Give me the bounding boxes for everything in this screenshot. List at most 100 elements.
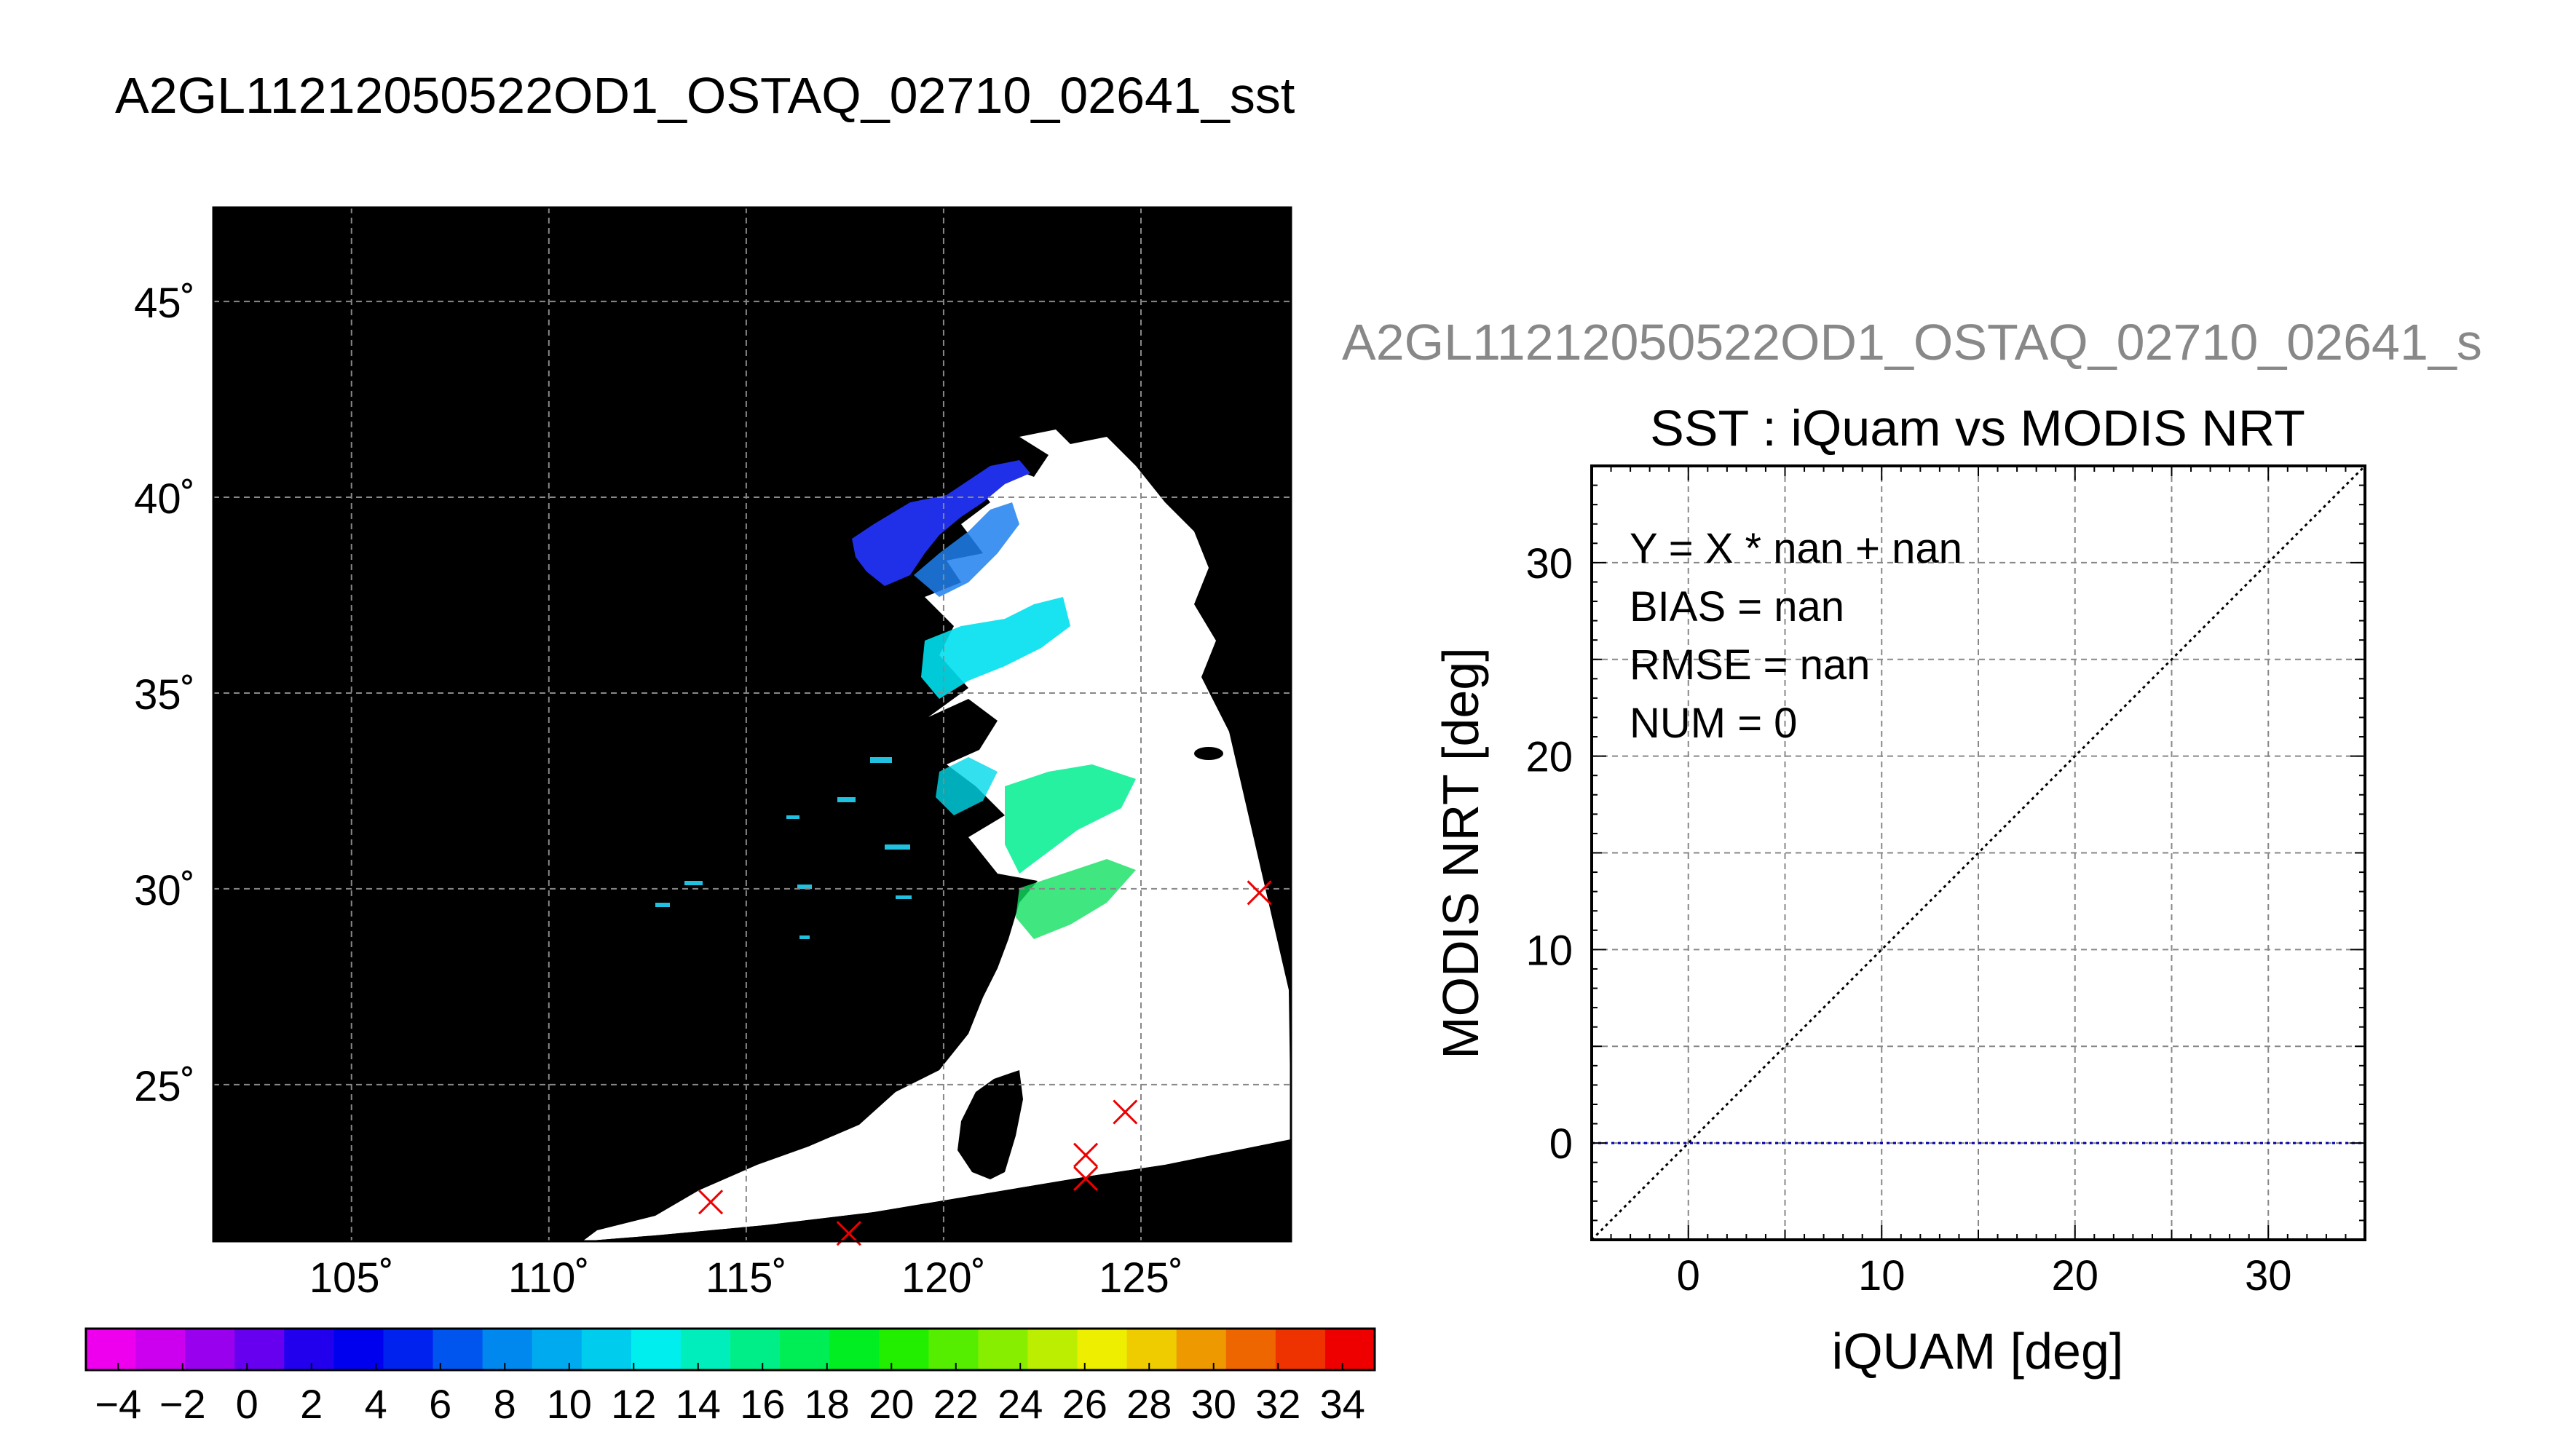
colorbar-label: 14 [676,1381,721,1427]
map-lat-labels: 45˚ 40˚ 35˚ 30˚ 25˚ [134,280,195,1110]
colorbar-cell [581,1329,632,1370]
map-lon-label: 120˚ [901,1254,986,1302]
map-gridlines [213,207,1291,1241]
scatter-annotation: BIAS = nan [1630,583,1844,630]
colorbar-label: 30 [1191,1381,1236,1427]
colorbar-label: 20 [869,1381,914,1427]
colorbar-cell [780,1329,830,1370]
scatter-annotations: Y = X * nan + nan BIAS = nan RMSE = nan NUM… [1630,525,1962,747]
scatter-xlabel: iQUAM [deg] [1832,1323,2124,1380]
map-lon-label: 110˚ [508,1254,590,1302]
scatter-ytick-label: 10 [1525,927,1573,974]
map-lat-label: 35˚ [134,671,195,719]
colorbar-cell [284,1329,334,1370]
jeju-island [1194,747,1223,760]
scatter-ylabel: MODIS NRT [deg] [1432,647,1489,1059]
map-lat-label: 25˚ [134,1063,195,1110]
colorbar-cell [86,1329,136,1370]
map-lat-label: 40˚ [134,475,195,523]
match-marker [1073,1142,1099,1168]
sst-bohai [852,460,1030,586]
colorbar-label: 26 [1062,1381,1107,1427]
map-lon-labels: 105˚ 110˚ 115˚ 120˚ 125˚ [309,1254,1183,1302]
colorbar-cell [383,1329,434,1370]
colorbar-cell [482,1329,533,1370]
scatter-ytick-label: 0 [1549,1120,1573,1168]
colorbar-cell [680,1329,731,1370]
sst-east-china-sea [1005,764,1136,874]
page-title: A2GL11212050522OD1_OSTAQ_02710_02641_sst [115,67,1295,124]
colorbar-label: −4 [95,1381,141,1427]
match-marker [1073,1166,1099,1192]
colorbar-cell [234,1329,285,1370]
sst-map: 45˚ 40˚ 35˚ 30˚ 25˚ 105˚ 110˚ 115˚ 120˚ 125˚ [134,206,1292,1302]
colorbar-label: 4 [365,1381,387,1427]
colorbar-label: 32 [1255,1381,1300,1427]
one-to-one-line [1592,466,2365,1240]
scatter-y-tick-labels: 0 10 20 30 [1525,540,1573,1168]
map-lon-label: 105˚ [309,1254,394,1302]
map-lat-label: 45˚ [134,280,195,327]
colorbar-cell [1077,1329,1128,1370]
scatter-xtick-label: 0 [1677,1252,1700,1299]
scatter-title: SST : iQuam vs MODIS NRT [1650,400,2305,456]
sst-coastal-cyan [936,757,998,815]
colorbar-cell [185,1329,235,1370]
scatter-annotation: Y = X * nan + nan [1630,525,1962,572]
map-lat-label: 30˚ [134,867,195,914]
colorbar-cell [135,1329,186,1370]
colorbar-label: 0 [236,1381,258,1427]
map-lon-label: 115˚ [706,1254,787,1302]
colorbar-cell [1225,1329,1276,1370]
scatter-annotation: RMSE = nan [1630,641,1870,689]
colorbar-label: 2 [300,1381,323,1427]
colorbar-labels: −4 −2 0 2 4 6 8 10 12 14 16 18 20 22 24 26 28 30 32 34 [95,1363,1365,1427]
colorbar-label: −2 [159,1381,206,1427]
colorbar-label: 12 [611,1381,656,1427]
colorbar: −4 −2 0 2 4 6 8 10 12 14 16 18 20 22 24 26 28 30 32 34 [84,1327,1376,1427]
scatter-xtick-label: 20 [2051,1252,2098,1299]
colorbar-cell [532,1329,583,1370]
scatter-xtick-label: 30 [2245,1252,2292,1299]
sst-yellow-sea-cyan [921,597,1070,699]
scatter-subtitle: A2GL11212050522OD1_OSTAQ_02710_02641_s [1342,314,2482,371]
colorbar-cell [1126,1329,1177,1370]
scatter-ytick-label: 30 [1525,540,1573,587]
sea-swath [583,430,1291,1241]
colorbar-label: 6 [429,1381,451,1427]
colorbar-cell [928,1329,979,1370]
colorbar-label: 18 [805,1381,850,1427]
colorbar-label: 34 [1320,1381,1365,1427]
colorbar-cells [86,1329,1375,1370]
colorbar-label: 16 [740,1381,785,1427]
match-marker [1247,880,1272,906]
colorbar-cell [1027,1329,1078,1370]
sst-coastal-green [1016,859,1136,939]
scatter-annotation: NUM = 0 [1630,700,1797,747]
match-marker [698,1190,724,1215]
sst-yellow-sea-blue [914,502,1019,597]
scatter-ytick-label: 20 [1525,734,1573,781]
colorbar-label: 8 [494,1381,516,1427]
inland-water-pixels [655,757,912,939]
colorbar-cell [730,1329,781,1370]
colorbar-cell [1275,1329,1326,1370]
scatter-minor-ticks [1591,465,2366,1241]
colorbar-cell [829,1329,880,1370]
colorbar-frame [84,1327,1376,1372]
map-frame [212,206,1292,1243]
colorbar-label: 10 [547,1381,592,1427]
taiwan-island [957,1070,1023,1179]
colorbar-label: 28 [1126,1381,1172,1427]
map-lon-label: 125˚ [1099,1254,1183,1302]
scatter-plot: SST : iQuam vs MODIS NRT 0 10 20 30 0 10 20 30… [1432,400,2366,1380]
swath-edge [583,1139,1291,1241]
colorbar-cell [631,1329,682,1370]
scatter-x-tick-labels: 0 10 20 30 [1677,1252,2292,1299]
scatter-xtick-label: 10 [1858,1252,1906,1299]
colorbar-cell [879,1329,929,1370]
colorbar-cell [1176,1329,1227,1370]
colorbar-label: 24 [998,1381,1043,1427]
map-data-layer [583,430,1291,1241]
